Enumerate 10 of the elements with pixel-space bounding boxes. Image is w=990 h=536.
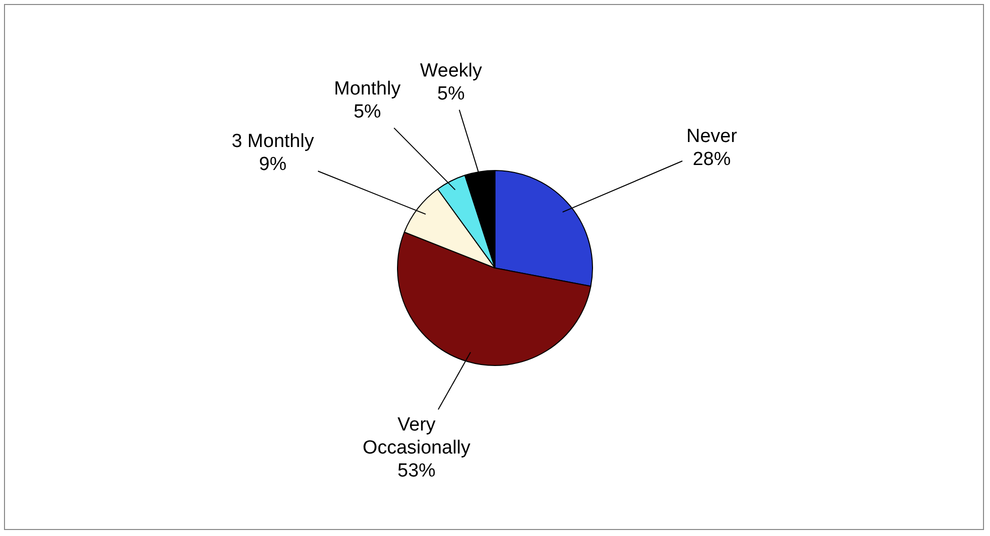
data-label: 5% (354, 102, 382, 123)
data-label: 53% (398, 460, 436, 482)
slice-label: 3 Monthly (232, 130, 314, 152)
data-label: 28% (692, 149, 731, 170)
data-label: 5% (437, 84, 465, 105)
slice-label: Never (686, 126, 738, 148)
slice-label: Weekly (420, 60, 482, 82)
data-label: 9% (259, 154, 287, 175)
slice-label: Monthly (334, 78, 402, 100)
slice-label: Very Occasionally (362, 414, 471, 458)
